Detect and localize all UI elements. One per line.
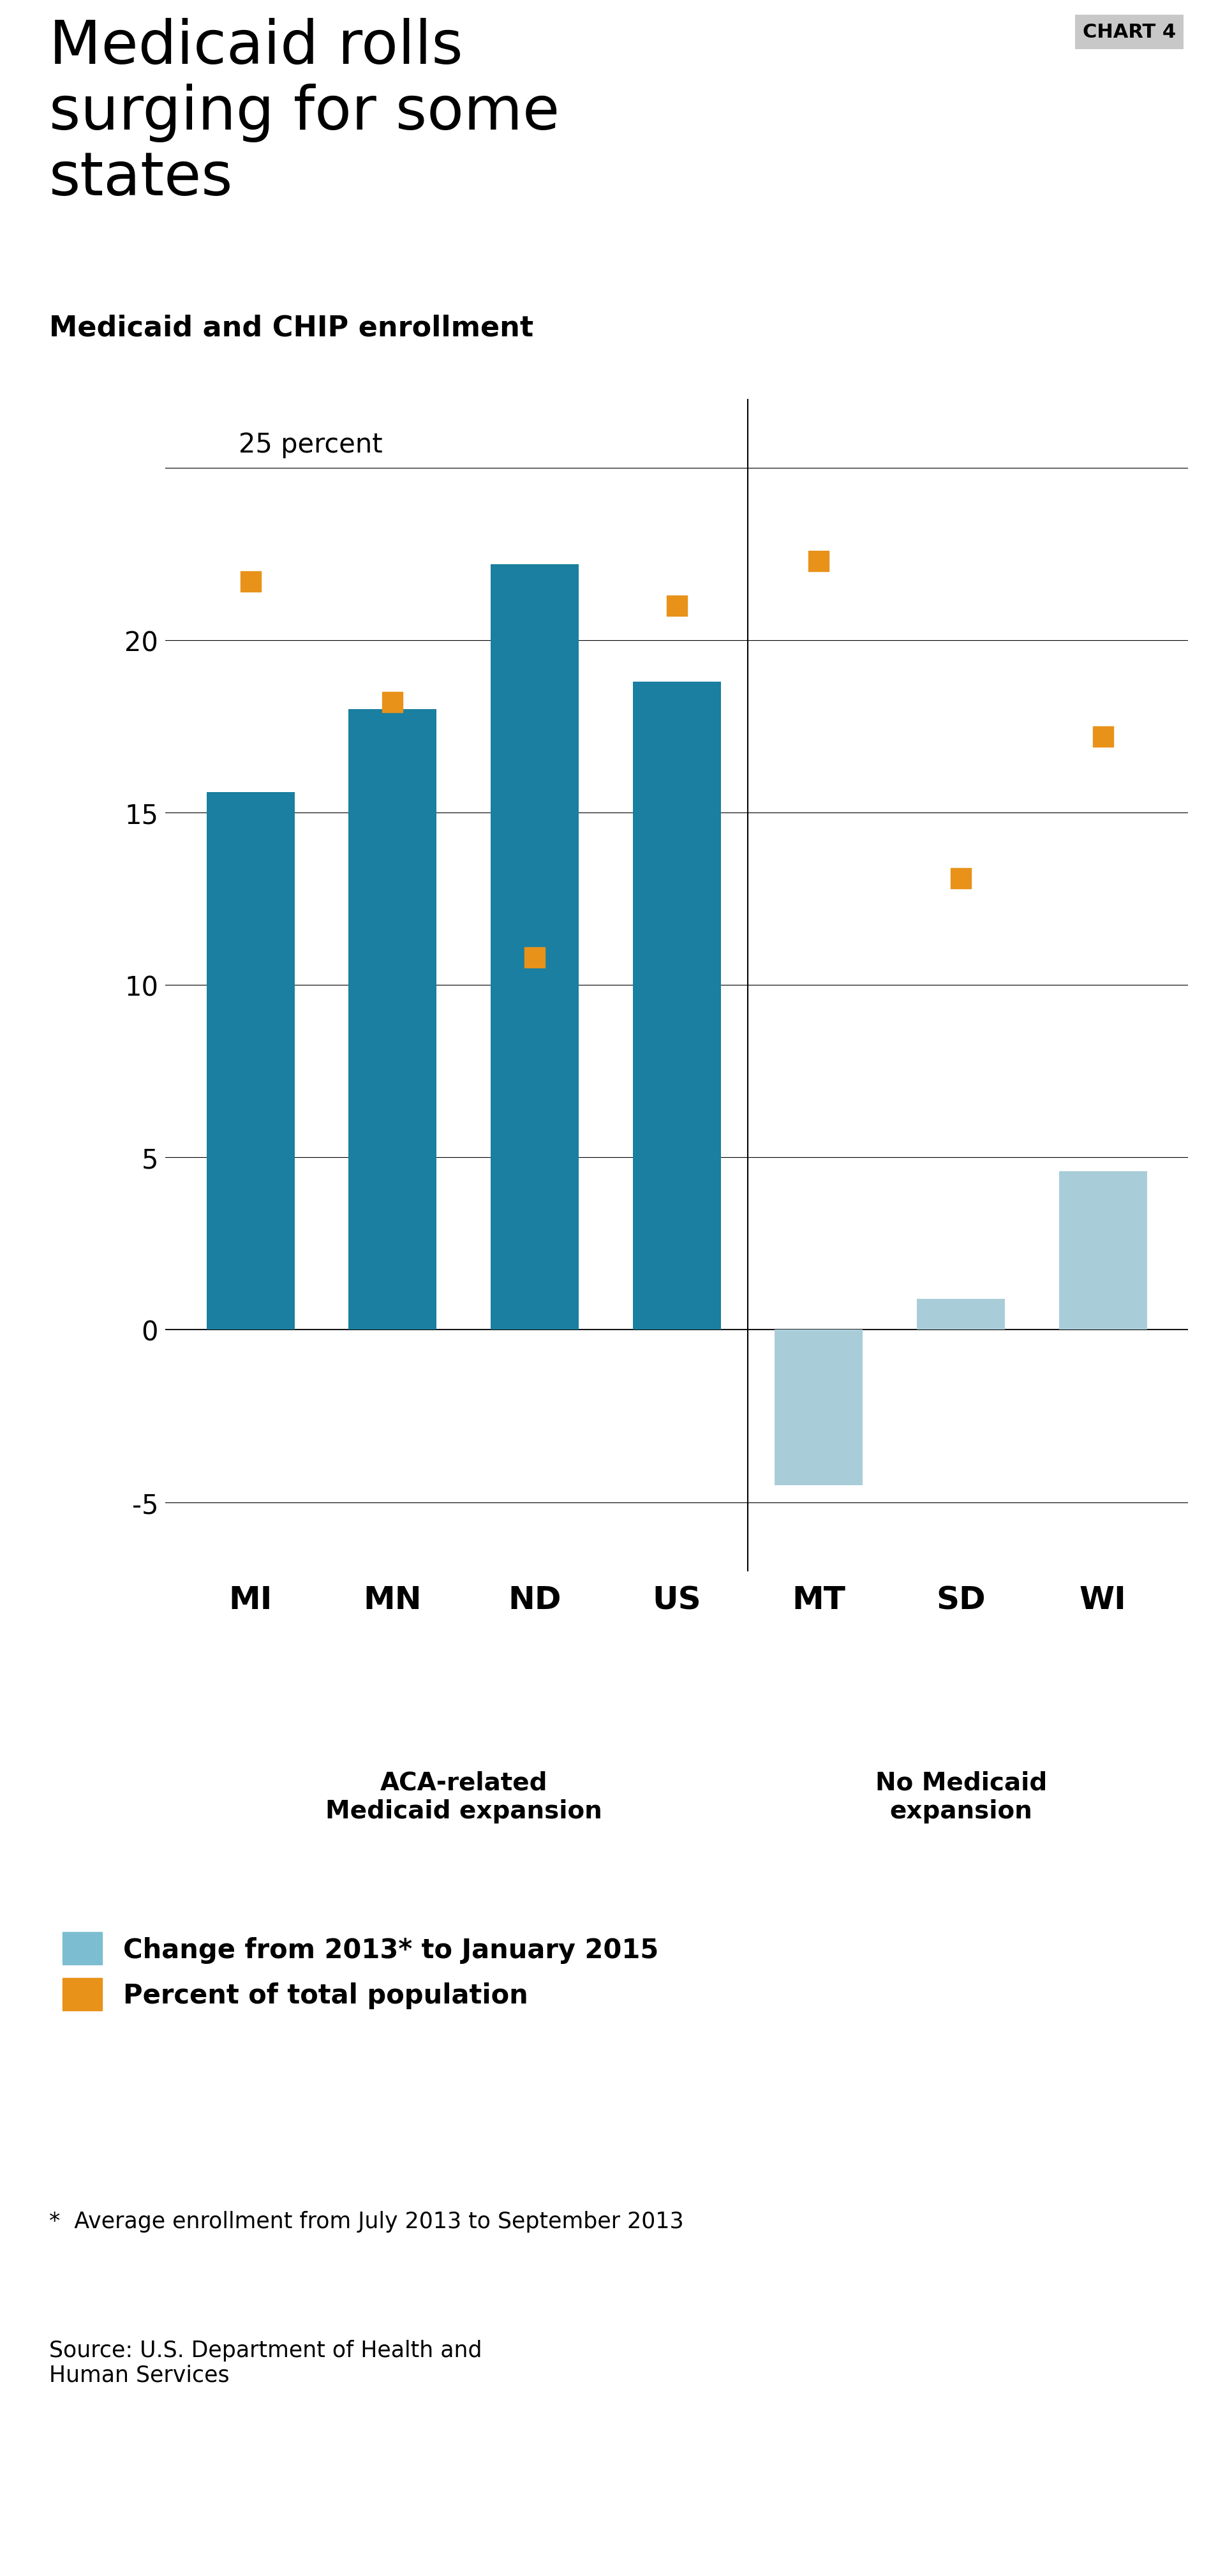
Text: CHART 4: CHART 4 <box>1083 23 1176 41</box>
Bar <box>207 793 295 1329</box>
Legend: Change from 2013* to January 2015, Percent of total population: Change from 2013* to January 2015, Perce… <box>62 1932 659 2012</box>
Point <box>666 585 686 626</box>
Text: Medicaid rolls
surging for some
states: Medicaid rolls surging for some states <box>49 18 560 209</box>
Text: No Medicaid
expansion: No Medicaid expansion <box>875 1770 1047 1824</box>
Bar <box>349 708 437 1329</box>
Bar <box>633 683 720 1329</box>
Point <box>383 683 403 724</box>
Bar <box>1058 1172 1147 1329</box>
Point <box>241 562 261 603</box>
Bar <box>775 1329 862 1486</box>
Text: ACA-related
Medicaid expansion: ACA-related Medicaid expansion <box>326 1770 601 1824</box>
Bar <box>491 564 578 1329</box>
Point <box>526 938 545 979</box>
Point <box>809 541 828 582</box>
Point <box>951 858 970 899</box>
Text: 25 percent: 25 percent <box>239 430 382 459</box>
Text: Source: U.S. Department of Health and
Human Services: Source: U.S. Department of Health and Hu… <box>49 2339 481 2385</box>
Point <box>1093 716 1112 757</box>
Text: *  Average enrollment from July 2013 to September 2013: * Average enrollment from July 2013 to S… <box>49 2210 684 2231</box>
Bar <box>916 1298 1005 1329</box>
Text: Medicaid and CHIP enrollment: Medicaid and CHIP enrollment <box>49 314 533 343</box>
